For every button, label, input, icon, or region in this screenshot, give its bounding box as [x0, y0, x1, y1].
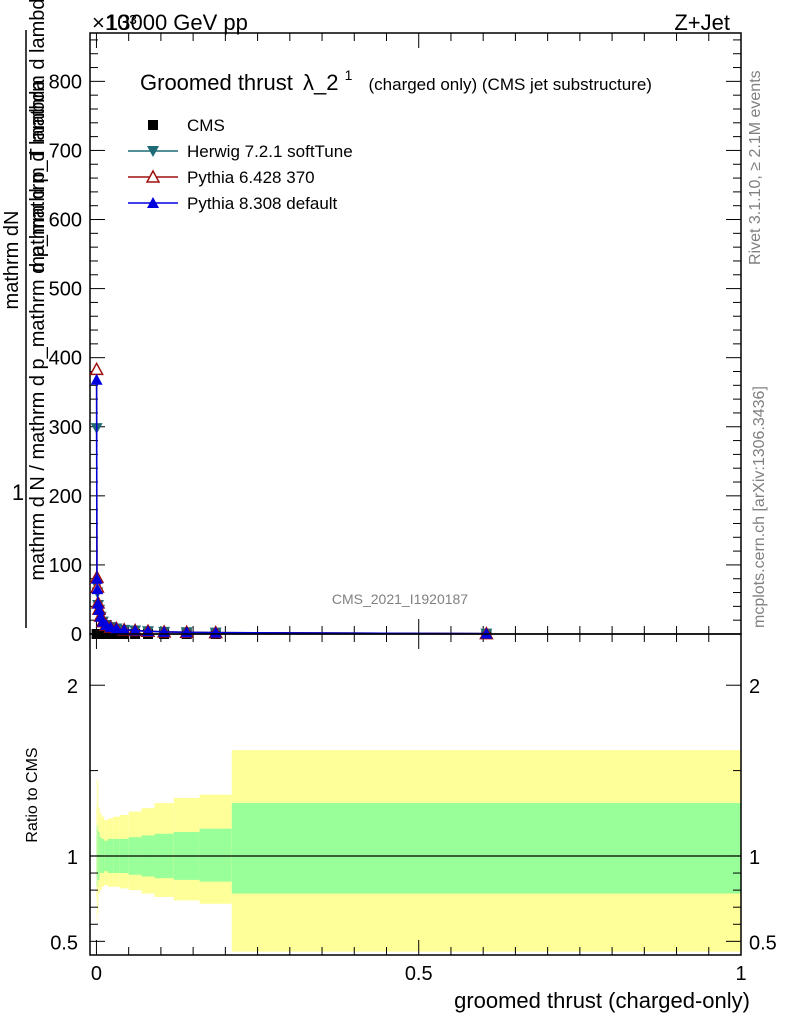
process-label: Z+Jet: [674, 10, 730, 35]
chart-title-main: Groomed thrust: [140, 70, 293, 95]
data-point-pythia6: [89, 361, 104, 376]
data-point-pythia8: [110, 622, 123, 634]
data-point-pythia8: [93, 603, 106, 615]
ratio-tick-label-right: 0.5: [749, 932, 777, 954]
mcplots-label: mcplots.cern.ch [arXiv:1306.3436]: [751, 386, 768, 628]
rivet-label: Rivet 3.1.10, ≥ 2.1M events: [747, 70, 764, 265]
x-tick-label: 0.5: [405, 963, 433, 985]
y-tick-label: 800: [49, 71, 82, 93]
legend-marker-cms: [148, 120, 158, 130]
ratio-y-axis-label: Ratio to CMS: [24, 747, 41, 842]
chart-title-suffix: (charged only) (CMS jet substructure): [369, 75, 652, 94]
multiplier-label: ×10³: [92, 10, 137, 35]
chart-title-symbol: λ_2: [303, 70, 338, 95]
ratio-frame: [89, 633, 742, 956]
legend-label-pythia8: Pythia 8.308 default: [187, 194, 338, 213]
chart-title-superscript: 1: [345, 67, 353, 83]
main-axes: 0 100 200 300 400 500 600 700 800: [49, 32, 742, 955]
ratio-tick-label: 0.5: [50, 932, 78, 954]
y-tick-label: 300: [49, 417, 82, 439]
ratio-tick-label: 2: [67, 676, 78, 698]
ratio-tick-label-right: 1: [749, 847, 760, 869]
ratio-tick-label-right: 2: [749, 676, 760, 698]
ratio-band-inner: [97, 830, 98, 880]
data-point-pythia8: [92, 597, 105, 609]
legend-label-pythia6: Pythia 6.428 370: [187, 168, 315, 187]
y-tick-label: 100: [49, 555, 82, 577]
y-axis-label-one: 1: [12, 480, 24, 505]
data-point-pythia8: [90, 572, 103, 584]
y-axis-label-partial: mathrm d p_T mathrm d lambda: [27, 0, 49, 273]
chart-title: Groomed thrust λ_2 1 (charged only) (CMS…: [140, 60, 652, 95]
ratio-band-inner: [231, 803, 741, 894]
analysis-watermark: CMS_2021_I1920187: [332, 591, 468, 607]
data-point-pythia8: [129, 624, 142, 636]
ratio-axes: 0.5 0.51 12 20 0.5 1: [50, 633, 777, 985]
y-axis-label-bottom: mathrm d N / mathrm d p_mathrm d p_mathr…: [27, 78, 49, 580]
y-tick-label: 700: [49, 140, 82, 162]
y-tick-label: 400: [49, 348, 82, 370]
data-point-pythia8: [90, 373, 103, 385]
ratio-bands: [96, 750, 741, 952]
y-tick-label: 0: [71, 624, 82, 646]
y-tick-label: 500: [49, 279, 82, 301]
y-axis-label-top: mathrm dN: [1, 211, 23, 310]
ratio-band-inner: [199, 828, 232, 882]
y-tick-label: 600: [49, 210, 82, 232]
legend-marker-herwig: [147, 146, 159, 157]
legend: CMS Herwig 7.2.1 softTune Pythia 6.428 370…: [128, 116, 353, 213]
data-point-pythia8: [480, 627, 493, 639]
legend-marker-pythia8: [147, 197, 159, 208]
x-tick-label: 0: [91, 963, 102, 985]
legend-label-cms: CMS: [187, 116, 225, 135]
legend-marker-pythia6: [145, 169, 161, 183]
data-point-pythia8: [91, 583, 104, 595]
y-tick-label: 200: [49, 486, 82, 508]
x-tick-label: 1: [735, 963, 746, 985]
data-point-pythia8: [118, 623, 131, 635]
ratio-band-inner: [99, 837, 102, 874]
x-axis-label: groomed thrust (charged-only): [454, 988, 750, 1013]
energy-label: 13000 GeV pp: [106, 10, 248, 35]
data-point-pythia8: [209, 626, 222, 638]
legend-label-herwig: Herwig 7.2.1 softTune: [187, 142, 353, 161]
ratio-tick-label: 1: [67, 847, 78, 869]
